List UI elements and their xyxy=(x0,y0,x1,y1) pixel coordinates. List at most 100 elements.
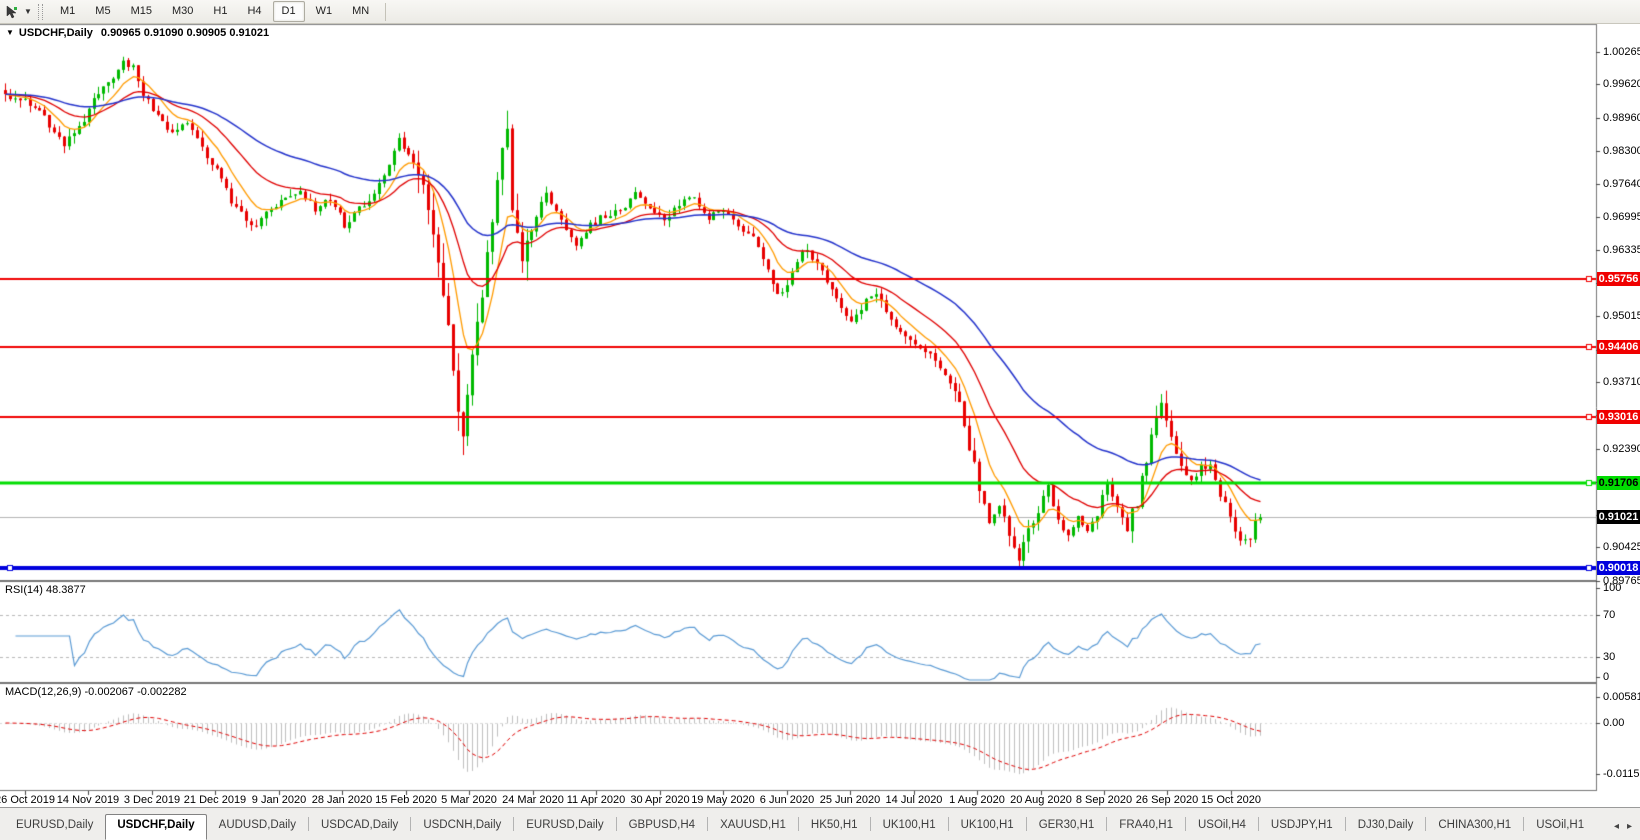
timeframe-toolbar: ▼ M1 M5 M15 M30 H1 H4 D1 W1 MN xyxy=(0,0,1640,24)
tab-scroll-arrows: ◂ ▸ xyxy=(1608,821,1640,840)
cursor-arrow-icon xyxy=(6,4,17,18)
chart-tab-uk100-h1[interactable]: UK100,H1 xyxy=(882,819,936,831)
tab-separator xyxy=(707,817,709,831)
timeframe-button-h4[interactable]: H4 xyxy=(247,5,262,17)
price-tick-label: 0.92390 xyxy=(1603,443,1640,455)
date-label: 25 Jun 2020 xyxy=(819,794,881,806)
macd-indicator-label: MACD(12,26,9) -0.002067 -0.002282 xyxy=(5,686,187,698)
chart-tab-usdcnh-daily[interactable]: USDCNH,Daily xyxy=(423,819,502,831)
rsi-level-label: 0 xyxy=(1603,671,1610,683)
date-label: 21 Dec 2019 xyxy=(183,794,247,806)
chart-tab-xauusd-h1[interactable]: XAUUSD,H1 xyxy=(720,819,786,831)
price-tick-label: 0.89765 xyxy=(1603,575,1640,587)
chart-tab-usoil-h1[interactable]: USOil,H1 xyxy=(1536,819,1585,831)
toolbar-separator xyxy=(385,2,387,21)
date-label: 14 Jul 2020 xyxy=(885,794,943,806)
price-tick-label: 0.96335 xyxy=(1603,244,1640,256)
price-tick-label: 0.96995 xyxy=(1603,211,1640,223)
macd-level-label: -0.011514 xyxy=(1603,768,1640,780)
timeframe-button-w1[interactable]: W1 xyxy=(315,5,333,17)
tab-separator xyxy=(1106,817,1108,831)
chart-tab-usoil-h4[interactable]: USOil,H4 xyxy=(1197,819,1246,831)
tab-scroll-right-icon[interactable]: ▸ xyxy=(1626,821,1632,832)
rsi-level-label: 70 xyxy=(1603,609,1616,621)
chart-tab-fra40-h1[interactable]: FRA40,H1 xyxy=(1119,819,1173,831)
tab-separator xyxy=(1425,817,1427,831)
timeframe-button-d1[interactable]: D1 xyxy=(272,1,305,22)
pointer-tool-icon[interactable] xyxy=(2,3,22,21)
current-price-label: 0.91021 xyxy=(1597,510,1640,524)
price-tick-label: 0.93710 xyxy=(1603,376,1640,388)
symbol-label: USDCHF,Daily xyxy=(18,27,93,39)
timeframe-button-h1[interactable]: H1 xyxy=(213,5,228,17)
chart-tab-eurusd-daily[interactable]: EURUSD,Daily xyxy=(526,819,604,831)
tab-separator xyxy=(1523,817,1525,831)
date-label: 26 Sep 2020 xyxy=(1135,794,1199,806)
price-tick-label: 0.95015 xyxy=(1603,310,1640,322)
date-label: 14 Nov 2019 xyxy=(56,794,120,806)
price-tick-label: 1.00265 xyxy=(1603,46,1640,58)
rsi-level-label: 100 xyxy=(1603,582,1622,594)
chart-tab-china300-h1[interactable]: CHINA300,H1 xyxy=(1438,819,1512,831)
date-label: 30 Apr 2020 xyxy=(630,794,690,806)
date-label: 15 Oct 2020 xyxy=(1201,794,1261,806)
date-label: 28 Jan 2020 xyxy=(311,794,373,806)
timeframe-button-m30[interactable]: M30 xyxy=(171,5,194,17)
timeframe-button-mn[interactable]: MN xyxy=(352,5,370,17)
chart-tab-hk50-h1[interactable]: HK50,H1 xyxy=(810,819,858,831)
tab-separator xyxy=(410,817,412,831)
chart-tab-usdjpy-h1[interactable]: USDJPY,H1 xyxy=(1270,819,1333,831)
date-label: 8 Sep 2020 xyxy=(1075,794,1133,806)
price-tick-label: 0.97640 xyxy=(1603,178,1640,190)
chart-tab-uk100-h1[interactable]: UK100,H1 xyxy=(960,819,1014,831)
macd-name: MACD(12,26,9) xyxy=(5,686,82,698)
macd-level-label: 0.00 xyxy=(1603,717,1625,729)
tab-separator xyxy=(869,817,871,831)
date-label: 1 Aug 2020 xyxy=(949,794,1005,806)
price-chart-canvas[interactable] xyxy=(0,23,1640,807)
date-label: 15 Feb 2020 xyxy=(375,794,437,806)
ohlc-values: 0.90965 0.91090 0.90905 0.91021 xyxy=(100,27,270,39)
price-tick-label: 0.99620 xyxy=(1603,78,1640,90)
date-label: 3 Dec 2019 xyxy=(123,794,181,806)
price-tick-label: 0.90425 xyxy=(1603,541,1640,553)
toolbar-grip[interactable] xyxy=(38,3,43,20)
timeframe-button-m1[interactable]: M1 xyxy=(60,5,76,17)
collapse-triangle-icon[interactable]: ▼ xyxy=(6,28,14,37)
rsi-value: 48.3877 xyxy=(45,584,86,596)
chart-tab-audusd-daily[interactable]: AUDUSD,Daily xyxy=(218,819,296,831)
hline-price-label: 0.95756 xyxy=(1597,272,1640,286)
date-label: 11 Apr 2020 xyxy=(566,794,626,806)
dropdown-caret-icon[interactable]: ▼ xyxy=(24,7,32,16)
date-label: 6 Jun 2020 xyxy=(759,794,815,806)
price-tick-label: 0.98960 xyxy=(1603,112,1640,124)
date-label: 19 May 2020 xyxy=(691,794,755,806)
chart-tab-eurusd-daily[interactable]: EURUSD,Daily xyxy=(16,819,94,831)
hline-price-label: 0.90018 xyxy=(1597,561,1640,575)
price-tick-label: 0.98300 xyxy=(1603,145,1640,157)
chart-tab-usdchf-daily[interactable]: USDCHF,Daily xyxy=(105,814,207,840)
chart-tabs: EURUSD,Daily USDCHF,Daily AUDUSD,Daily USDC… xyxy=(0,809,1608,840)
chart-tab-usdcad-daily[interactable]: USDCAD,Daily xyxy=(320,819,399,831)
tab-separator xyxy=(513,817,515,831)
rsi-indicator-label: RSI(14) 48.3877 xyxy=(5,584,86,596)
timeframe-button-m15[interactable]: M15 xyxy=(130,5,152,17)
tab-scroll-left-icon[interactable]: ◂ xyxy=(1613,821,1619,832)
tab-separator xyxy=(1257,817,1259,831)
date-label: 26 Oct 2019 xyxy=(0,794,55,806)
tab-separator xyxy=(1184,817,1186,831)
hline-price-label: 0.94406 xyxy=(1597,340,1640,354)
rsi-level-label: 30 xyxy=(1603,651,1616,663)
tab-separator xyxy=(307,817,309,831)
tab-separator xyxy=(797,817,799,831)
hline-price-label: 0.93016 xyxy=(1597,410,1640,424)
chart-tab-ger30-h1[interactable]: GER30,H1 xyxy=(1038,819,1095,831)
timeframe-button-m5[interactable]: M5 xyxy=(95,5,111,17)
date-label: 9 Jan 2020 xyxy=(251,794,307,806)
tab-separator xyxy=(947,817,949,831)
tab-separator xyxy=(1344,817,1346,831)
chart-tabs-bar: EURUSD,Daily USDCHF,Daily AUDUSD,Daily USDC… xyxy=(0,807,1640,840)
chart-tab-gbpusd-h4[interactable]: GBPUSD,H4 xyxy=(628,819,696,831)
date-label: 5 Mar 2020 xyxy=(441,794,497,806)
chart-tab-dj30-daily[interactable]: DJ30,Daily xyxy=(1357,819,1414,831)
